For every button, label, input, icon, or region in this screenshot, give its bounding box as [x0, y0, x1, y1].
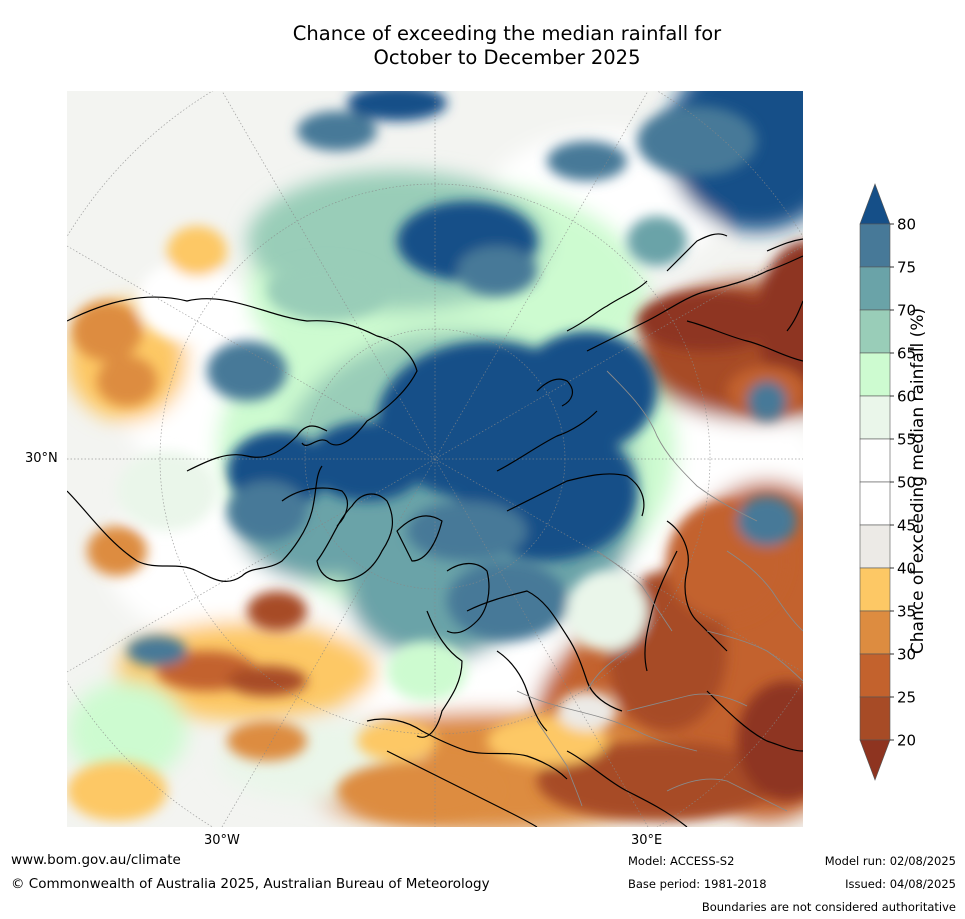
colorbar-bin [859, 309, 891, 354]
model-name: Model: ACCESS-S2 [628, 854, 735, 868]
colorbar: 80 75 70 65 60 55 50 45 40 35 30 25 20 [859, 183, 916, 781]
colorbar-arrow-top [859, 183, 891, 225]
issued-date: Issued: 04/08/2025 [845, 877, 956, 891]
colorbar-tick-label: 30 [897, 646, 916, 664]
colorbar-bin [859, 567, 891, 612]
colorbar-tick-label: 65 [897, 345, 916, 363]
coastlines [67, 233, 803, 827]
colorbar-bins [859, 183, 891, 781]
colorbar-tick-label: 35 [897, 603, 916, 621]
colorbar-arrow-bottom [859, 739, 891, 781]
colorbar-tick-label: 25 [897, 689, 916, 707]
colorbar-bin [859, 266, 891, 311]
colorbar-tick-label: 55 [897, 431, 916, 449]
rainfall-probability-map [67, 91, 803, 827]
map-title: Chance of exceeding the median rainfall … [0, 22, 965, 70]
boundaries-disclaimer: Boundaries are not considered authoritat… [701, 900, 956, 914]
colorbar-tick-label: 70 [897, 302, 916, 320]
colorbar-tick-label: 45 [897, 517, 916, 535]
copyright-notice: © Commonwealth of Australia 2025, Austra… [11, 876, 490, 892]
colorbar-bin [859, 223, 891, 268]
title-line-1: Chance of exceeding the median rainfall … [292, 22, 722, 45]
colorbar-tick-label: 80 [897, 216, 916, 234]
colorbar-ticks: 80 75 70 65 60 55 50 45 40 35 30 25 20 [890, 216, 916, 750]
colorbar-bin [859, 352, 891, 397]
colorbar-bin [859, 653, 891, 698]
colorbar-tick-label: 75 [897, 259, 916, 277]
model-run-date: Model run: 02/08/2025 [824, 854, 956, 868]
source-url: www.bom.gov.au/climate [11, 852, 181, 868]
colorbar-bin [859, 524, 891, 569]
longitude-label-30e: 30°E [631, 833, 663, 848]
colorbar-bin [859, 438, 891, 483]
country-borders [516, 370, 803, 812]
colorbar-bin [859, 481, 891, 526]
colorbar-bin [859, 395, 891, 440]
colorbar-bin [859, 696, 891, 741]
latitude-label-30n: 30°N [25, 451, 58, 466]
title-line-2: October to December 2025 [373, 46, 641, 69]
base-period: Base period: 1981-2018 [628, 877, 767, 891]
colorbar-tick-label: 40 [897, 560, 916, 578]
colorbar-tick-label: 20 [897, 732, 916, 750]
graticule [67, 91, 803, 827]
longitude-label-30w: 30°W [204, 833, 240, 848]
colorbar-tick-label: 60 [897, 388, 916, 406]
probability-patches [67, 91, 803, 821]
colorbar-bin [859, 610, 891, 655]
colorbar-tick-label: 50 [897, 474, 916, 492]
colorbar-label: Chance of exceeding median rainfall (%) [908, 307, 928, 655]
